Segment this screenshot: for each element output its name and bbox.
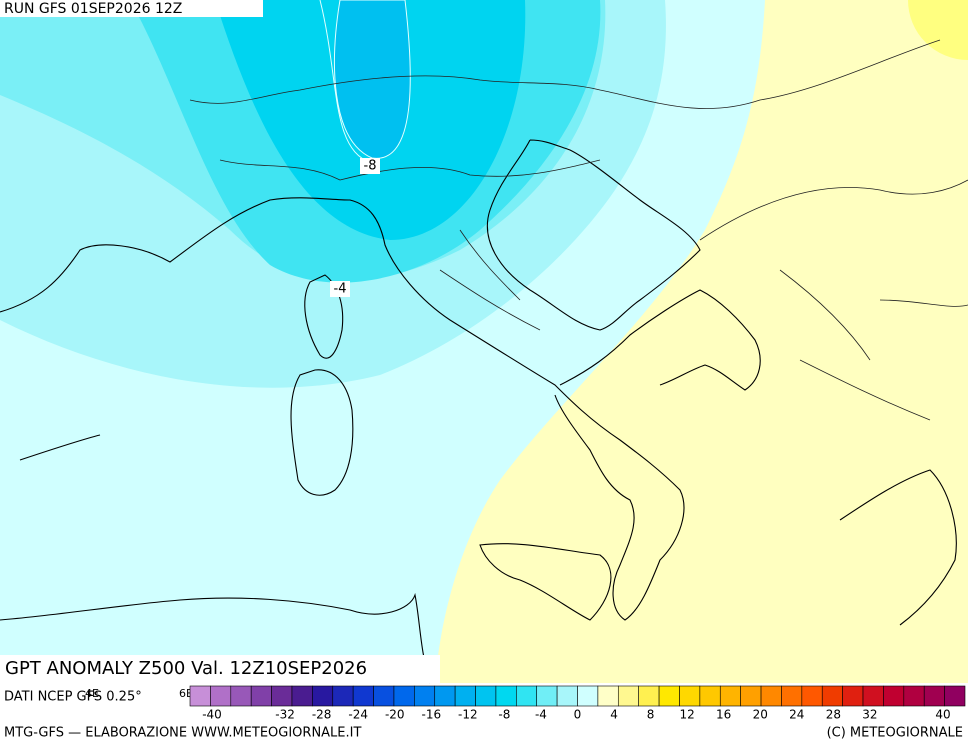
colorbar-box: [923, 685, 945, 707]
colorbar-box: [821, 685, 843, 707]
colorbar-box: [760, 685, 782, 707]
colorbar-box: [801, 685, 823, 707]
colorbar-box: [210, 685, 232, 707]
colorbar-box: [638, 685, 660, 707]
colorbar-label: 12: [680, 708, 695, 722]
colorbar-box: [516, 685, 538, 707]
coastline: [0, 197, 685, 621]
colorbar-box: [658, 685, 680, 707]
border: [699, 179, 968, 421]
source-label: DATI NCEP GFS 0.25°: [4, 690, 142, 705]
colorbar-box: [944, 685, 966, 707]
coastline: [486, 139, 701, 331]
border: [219, 159, 601, 181]
colorbar-box: [434, 685, 456, 707]
colorbar-label: 16: [716, 708, 731, 722]
colorbar-label: -8: [498, 708, 510, 722]
colorbar-box: [352, 685, 374, 707]
island-sardinia: [290, 369, 354, 496]
colorbar-label: -28: [312, 708, 332, 722]
colorbar-label: -32: [275, 708, 295, 722]
colorbar-box: [842, 685, 864, 707]
colorbar-box: [740, 685, 762, 707]
colorbar-box: [291, 685, 313, 707]
colorbar-box: [454, 685, 476, 707]
colorbar-label: 28: [826, 708, 841, 722]
colorbar-box: [556, 685, 578, 707]
title-box: [0, 655, 440, 683]
colorbar-box: [577, 685, 599, 707]
axis-label: 4E: [85, 687, 99, 700]
colorbar-box: [250, 685, 272, 707]
contour-label: -8: [364, 159, 377, 174]
colorbar-label: 20: [753, 708, 768, 722]
contour-line: [319, 0, 373, 164]
coastline: [19, 434, 101, 461]
coastline: [0, 592, 431, 684]
coastline: [559, 289, 761, 391]
label-box: [360, 158, 380, 174]
coastline: [839, 469, 957, 626]
colorbar-box: [597, 685, 619, 707]
header-box: [0, 0, 263, 17]
map-title: GPT ANOMALY Z500 Val. 12Z10SEP2026: [5, 658, 367, 679]
colorbar-label: 4: [610, 708, 618, 722]
colorbar-box: [189, 685, 211, 707]
island-sicily: [479, 543, 612, 621]
colorbar-box: [617, 685, 639, 707]
run-label: RUN GFS 01SEP2026 12Z: [4, 1, 182, 17]
colorbar-box: [679, 685, 701, 707]
colorbar-box: [312, 685, 334, 707]
colorbar-label: -16: [421, 708, 441, 722]
colorbar-box: [271, 685, 293, 707]
colorbar-box: [536, 685, 558, 707]
colorbar-box: [414, 685, 436, 707]
anomaly-area: [908, 0, 968, 60]
colorbar-box: [781, 685, 803, 707]
colorbar-box: [332, 685, 354, 707]
colorbar-box: [495, 685, 517, 707]
colorbar-label: -4: [535, 708, 547, 722]
axis-label: 6E: [179, 687, 193, 700]
colorbar-label: 8: [647, 708, 655, 722]
colorbar-label: 40: [935, 708, 950, 722]
credit-label: MTG-GFS — ELABORAZIONE WWW.METEOGIORNALE…: [4, 726, 361, 741]
colorbar-box: [903, 685, 925, 707]
colorbar-box: [862, 685, 884, 707]
colorbar-label: -24: [348, 708, 368, 722]
colorbar-box: [393, 685, 415, 707]
colorbar-box: [475, 685, 497, 707]
colorbar-label: 24: [789, 708, 804, 722]
colorbar-label: 32: [862, 708, 877, 722]
colorbar-box: [230, 685, 252, 707]
copyright-label: (C) METEOGIORNALE: [827, 726, 963, 741]
colorbar-box: [373, 685, 395, 707]
border: [189, 39, 941, 109]
colorbar-label: -40: [202, 708, 222, 722]
colorbar-box: [719, 685, 741, 707]
colorbar-label: -20: [385, 708, 405, 722]
colorbar-box: [883, 685, 905, 707]
contour-label: -4: [334, 282, 347, 297]
label-box: [330, 281, 350, 297]
border: [439, 229, 541, 331]
colorbar-box: [699, 685, 721, 707]
colorbar-label: -12: [458, 708, 478, 722]
colorbar: -40 -32 -28 -24 -20 -16 -12 -8 -4 0 4 8 12 16 20 24 28 32…: [189, 685, 966, 722]
colorbar-label: 0: [574, 708, 582, 722]
